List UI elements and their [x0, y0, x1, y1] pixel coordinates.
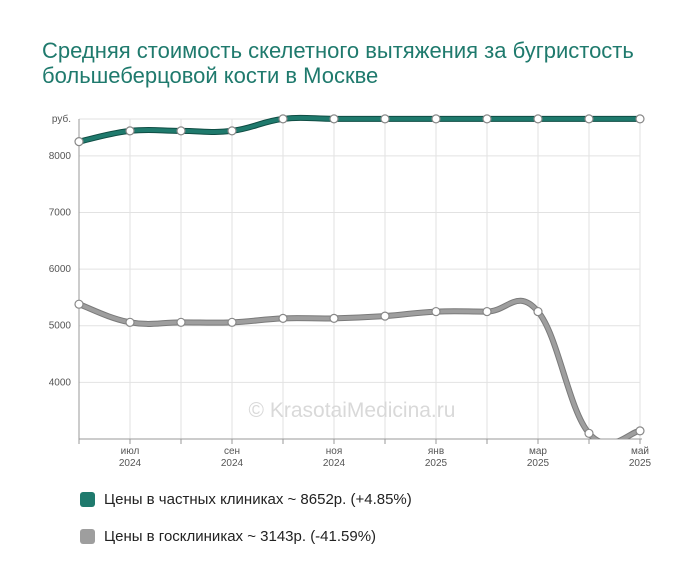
x-tick-label-month: сен [224, 446, 240, 457]
x-tick-label-year: 2025 [425, 458, 448, 469]
series-private-line-group [78, 114, 640, 145]
line-chart: 40005000600070008000руб.июл2024сен2024но… [49, 113, 652, 469]
x-tick-label-month: июл [121, 446, 140, 457]
legend-item-public[interactable]: Цены в госклиниках ~ 3143р. (-41.59%) [80, 525, 412, 547]
x-tick-label-month: янв [428, 446, 444, 457]
y-unit-label: руб. [52, 113, 71, 125]
legend-item-private[interactable]: Цены в частных клиниках ~ 8652р. (+4.85%… [80, 488, 412, 510]
series-public-line-group [77, 297, 641, 444]
legend-swatch-private [80, 491, 95, 507]
series-private-point[interactable] [125, 126, 135, 136]
x-tick-label-year: 2025 [629, 458, 652, 469]
series-public-point[interactable] [176, 317, 186, 327]
series-public-line[interactable] [78, 298, 641, 444]
series-public-point[interactable] [584, 428, 594, 438]
x-tick-label-month: май [631, 446, 649, 457]
series-private-point[interactable] [482, 114, 492, 124]
series-public-point[interactable] [635, 426, 645, 436]
x-tick-label-year: 2024 [221, 458, 244, 469]
chart-title: Средняя стоимость скелетного вытяжения з… [42, 38, 634, 88]
series-public-point[interactable] [431, 306, 441, 317]
y-tick-label: 7000 [49, 207, 72, 218]
series-private-point[interactable] [635, 114, 645, 124]
series-public-point[interactable] [533, 306, 543, 317]
series-private-point[interactable] [278, 114, 288, 124]
series-private-line[interactable] [78, 115, 640, 144]
y-tick-label: 5000 [49, 321, 72, 332]
y-tick-label: 4000 [49, 377, 72, 388]
x-tick-label-year: 2024 [323, 458, 346, 469]
x-tick-label-year: 2025 [527, 458, 550, 469]
legend-swatch-public [80, 528, 95, 544]
series-public-point[interactable] [380, 311, 390, 321]
series-public-point[interactable] [329, 313, 339, 323]
legend: Цены в частных клиниках ~ 8652р. (+4.85%… [80, 488, 412, 562]
series-public-point[interactable] [74, 299, 84, 309]
x-tick-label-year: 2024 [119, 458, 142, 469]
series-private-point[interactable] [176, 126, 186, 136]
series-private-point[interactable] [584, 114, 594, 124]
series-private-point[interactable] [74, 137, 84, 147]
legend-label-private: Цены в частных клиниках ~ 8652р. (+4.85%… [104, 490, 412, 508]
series-public-point[interactable] [227, 317, 237, 327]
series-private-point[interactable] [533, 114, 543, 124]
series-private-point[interactable] [227, 126, 237, 136]
series-private-point[interactable] [380, 114, 390, 124]
x-tick-label-month: мар [529, 446, 547, 457]
y-tick-label: 6000 [49, 264, 72, 275]
series-public-point[interactable] [125, 317, 135, 327]
series-public-point[interactable] [482, 306, 492, 317]
watermark: © KrasotaiMedicina.ru [249, 399, 456, 422]
x-tick-label-month: ноя [326, 446, 343, 457]
legend-label-public: Цены в госклиниках ~ 3143р. (-41.59%) [104, 527, 377, 545]
y-tick-label: 8000 [49, 151, 72, 162]
series-private-point[interactable] [329, 114, 339, 124]
series-private-point[interactable] [431, 114, 441, 124]
series-public-point[interactable] [278, 313, 288, 323]
